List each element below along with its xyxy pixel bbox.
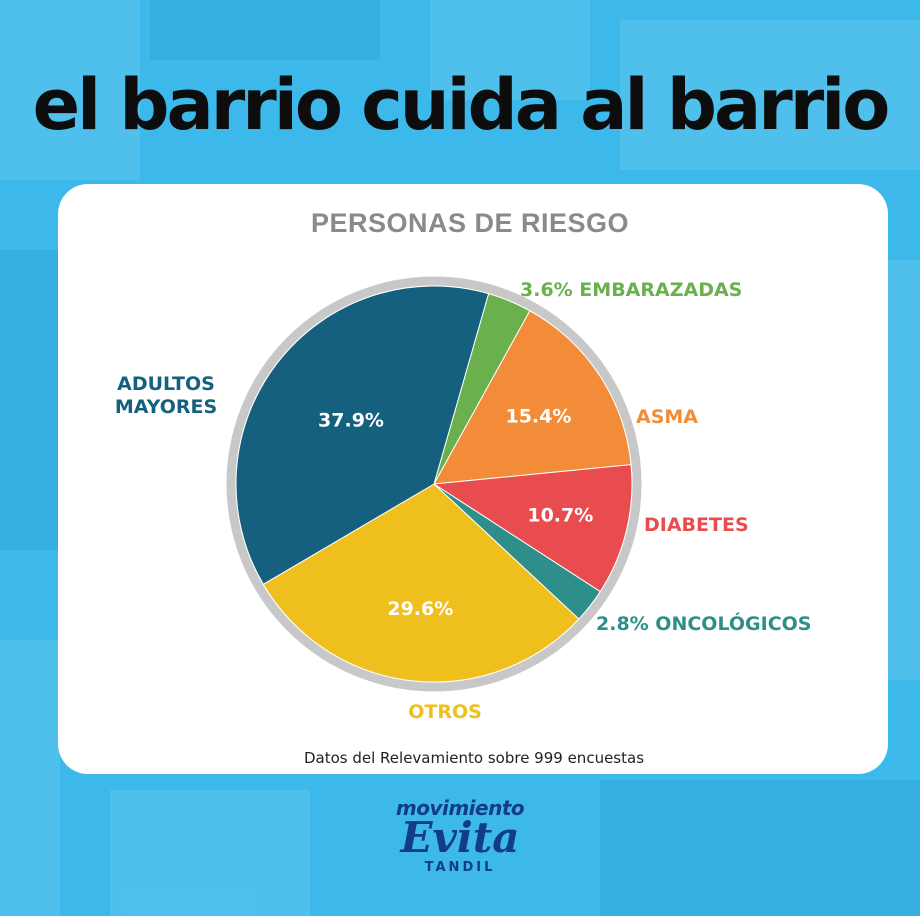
headline: el barrio cuida al barrio bbox=[32, 64, 891, 146]
background-tile bbox=[150, 0, 380, 60]
background-tile bbox=[620, 20, 920, 170]
background-tile bbox=[0, 0, 140, 180]
background-tile bbox=[0, 640, 60, 916]
slice-category-label: ASMA bbox=[636, 406, 698, 428]
background-tile bbox=[0, 250, 60, 550]
logo-text-top: movimiento bbox=[395, 796, 525, 820]
logo-text-bottom: TANDIL bbox=[424, 860, 496, 875]
pie-slices bbox=[235, 285, 633, 683]
slice-category-label: ADULTOS MAYORES bbox=[115, 373, 217, 418]
slice-category-label: DIABETES bbox=[644, 514, 749, 536]
slice-value-label: 10.7% bbox=[527, 505, 593, 527]
background-tile bbox=[430, 0, 590, 100]
pie-slice-asma bbox=[433, 310, 632, 485]
logo-text-middle: Evita bbox=[400, 813, 520, 862]
slice-value-label: 15.4% bbox=[505, 405, 571, 427]
background-tile bbox=[600, 780, 920, 916]
movimiento-evita-logo: movimiento Evita TANDIL bbox=[390, 796, 530, 875]
pie-labels: 3.6% EMBARAZADAS 15.4% ASMA 10.7% DIABETES 2.… bbox=[115, 279, 812, 723]
footnote: Datos del Relevamiento sobre 999 encuest… bbox=[303, 749, 645, 767]
slice-category-label: OTROS bbox=[408, 701, 482, 723]
background-tile bbox=[110, 790, 310, 916]
slice-category-label: 2.8% ONCOLÓGICOS bbox=[596, 611, 812, 635]
slice-value-label: 37.9% bbox=[318, 410, 384, 432]
chart-title: PERSONAS DE RIESGO bbox=[310, 208, 630, 238]
slice-category-label: 3.6% EMBARAZADAS bbox=[520, 279, 742, 301]
pie-slice-diabetes bbox=[432, 464, 633, 593]
slice-value-label: 29.6% bbox=[387, 598, 453, 620]
pie-slice-otros bbox=[262, 483, 580, 683]
pie-slice-adultos-mayores bbox=[235, 285, 490, 585]
